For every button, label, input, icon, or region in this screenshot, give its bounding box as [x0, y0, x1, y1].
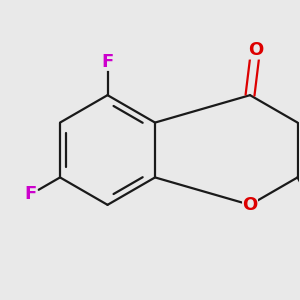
Text: O: O: [242, 196, 258, 214]
Text: F: F: [25, 185, 37, 203]
Text: F: F: [101, 52, 114, 70]
Text: O: O: [248, 41, 263, 59]
